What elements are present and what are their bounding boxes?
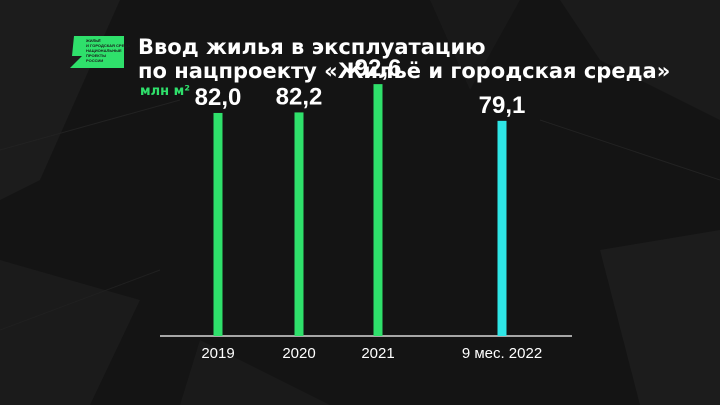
data-label: 82,0 [195,84,242,111]
logo-text: ЖИЛЬЁ И ГОРОДСКАЯ СРЕДА НАЦИОНАЛЬНЫЕ ПРО… [86,38,130,63]
data-label: 92,6 [355,55,402,82]
title-line-1: Ввод жилья в эксплуатацию [138,35,486,59]
x-tick-label: 2021 [361,345,394,362]
logo-line: РОССИИ [86,58,104,63]
logo-line: НАЦИОНАЛЬНЫЕ [86,48,122,53]
x-tick-label: 2020 [282,345,315,362]
x-tick-label: 2019 [201,345,234,362]
unit-label: млн м² [140,84,190,99]
logo-line: ПРОЕКТЫ [86,53,107,58]
data-label: 79,1 [479,92,526,119]
logo-line: И ГОРОДСКАЯ СРЕДА [86,43,131,48]
logo-line: ЖИЛЬЁ [86,38,101,43]
bar [497,120,507,337]
bar [213,112,223,337]
natsproekty-logo [70,36,124,68]
data-label: 82,2 [276,83,323,110]
x-tick-label: 9 мес. 2022 [462,345,542,362]
title-line-2: по нацпроекту «Жильё и городская среда» [138,59,671,83]
bar [373,84,383,337]
bar [294,112,304,336]
chart-title: Ввод жилья в эксплуатацию по нацпроекту … [138,35,670,83]
